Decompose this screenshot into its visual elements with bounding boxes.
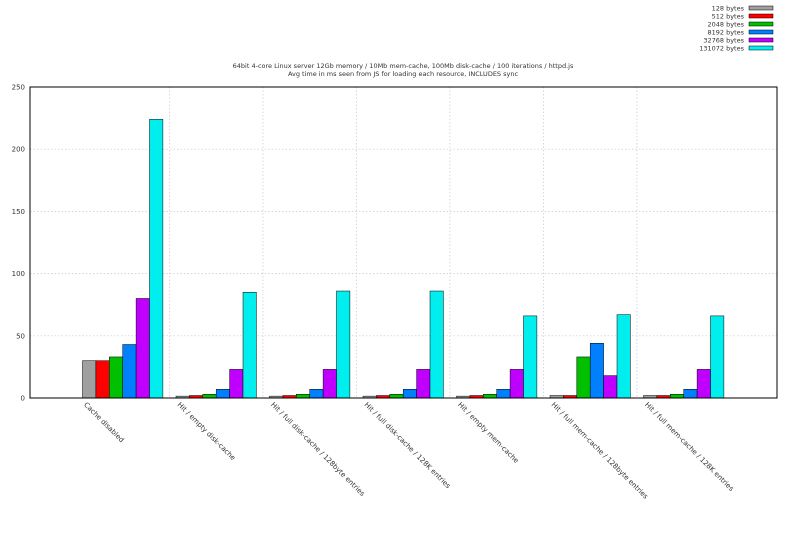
legend-label: 131072 bytes — [699, 45, 744, 53]
bar — [670, 394, 684, 399]
bar — [696, 369, 711, 399]
bar — [82, 360, 97, 399]
legend-label: 2048 bytes — [707, 21, 744, 29]
y-tick-label: 0 — [21, 395, 25, 403]
chart-subtitle: Avg time in ms seen from JS for loading … — [288, 70, 519, 78]
y-tick-label: 100 — [12, 270, 25, 278]
y-tick-label: 200 — [12, 146, 25, 154]
bar — [122, 344, 137, 399]
x-tick-label: Hit / full disk-cache / 128K entries — [363, 401, 453, 491]
bar — [202, 394, 217, 399]
bar — [496, 389, 511, 399]
bar — [336, 290, 351, 399]
y-tick-labels: 0 50 100 150 200 250 — [12, 84, 25, 403]
bar — [109, 356, 123, 399]
bars — [82, 119, 725, 399]
x-tick-label: Hit / empty disk-cache — [176, 401, 237, 462]
x-tick-label: Hit / full mem-cache / 128K entries — [643, 401, 735, 493]
bar — [215, 389, 230, 399]
bar — [616, 314, 631, 399]
x-tick-label: Hit / empty mem-cache — [456, 401, 520, 465]
legend-label: 128 bytes — [712, 5, 745, 13]
bar — [402, 389, 417, 399]
legend-swatch — [748, 45, 774, 51]
bar — [149, 119, 164, 399]
x-tick-labels: Cache disabled Hit / empty disk-cache Hit … — [82, 401, 735, 501]
bar — [309, 389, 324, 399]
legend-label: 32768 bytes — [703, 37, 744, 45]
legend-swatch — [748, 5, 774, 11]
bar — [95, 360, 110, 399]
bar — [416, 369, 431, 399]
bar — [683, 389, 698, 399]
bar — [135, 298, 150, 399]
y-tick-label: 50 — [16, 332, 25, 340]
legend-swatch — [748, 21, 774, 27]
bar — [322, 369, 337, 399]
x-tick-label: Hit / full mem-cache / 128byte entries — [550, 401, 650, 501]
x-tick-label: Cache disabled — [82, 401, 125, 444]
legend-label: 8192 bytes — [707, 29, 744, 37]
x-tick-label: Hit / full disk-cache / 128byte entries — [269, 401, 366, 498]
bar — [296, 394, 310, 399]
bar — [523, 315, 538, 399]
bar — [229, 369, 244, 399]
bar — [389, 394, 404, 399]
bar — [589, 343, 604, 399]
bar — [242, 292, 257, 399]
chart-title: 64bit 4-core Linux server 12Gb memory / … — [233, 62, 574, 70]
legend-label: 512 bytes — [712, 13, 745, 21]
bar — [710, 315, 725, 399]
plot-frame — [29, 86, 778, 399]
bar — [603, 375, 618, 399]
y-tick-label: 150 — [12, 208, 25, 216]
bar — [429, 290, 444, 399]
legend-swatch — [748, 29, 774, 35]
grid-lines — [30, 87, 777, 398]
legend-swatch — [748, 37, 774, 43]
bar — [509, 369, 524, 399]
bar — [576, 356, 591, 399]
bar — [483, 394, 497, 399]
legend-swatch — [748, 13, 774, 19]
y-tick-label: 250 — [12, 84, 25, 92]
